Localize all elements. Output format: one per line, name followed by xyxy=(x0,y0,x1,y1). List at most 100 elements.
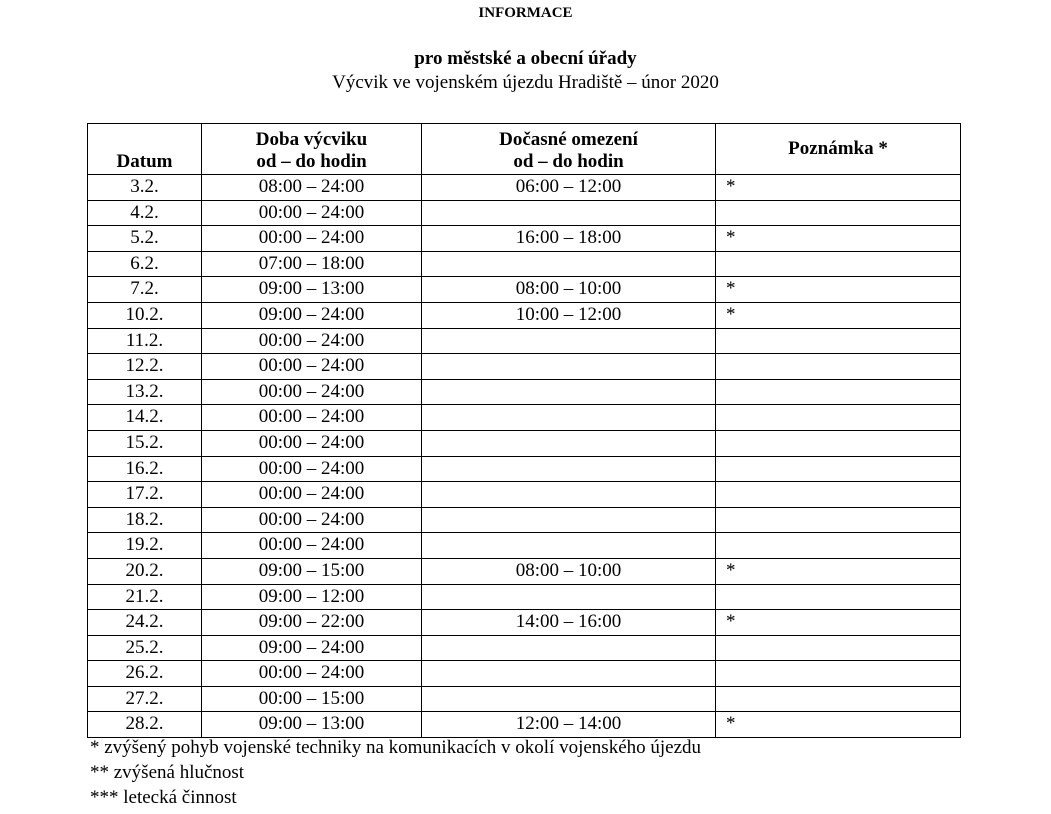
table-row: 4.2. 00:00 – 24:00 xyxy=(87,199,961,227)
table-header-row: Datum Doba výcviku od – do hodin Dočasné … xyxy=(87,123,961,175)
header-restriction-l1: Dočasné omezení xyxy=(499,129,638,150)
cell-training: 00:00 – 24:00 xyxy=(201,660,422,687)
cell-training: 09:00 – 22:00 xyxy=(201,609,422,636)
cell-training: 00:00 – 15:00 xyxy=(201,685,422,713)
document-title: INFORMACE xyxy=(478,5,573,21)
cell-training: 09:00 – 13:00 xyxy=(201,711,422,739)
cell-date: 4.2. xyxy=(87,199,202,227)
cell-note xyxy=(715,532,961,559)
cell-training: 07:00 – 18:00 xyxy=(201,250,422,278)
header-training: Doba výcviku od – do hodin xyxy=(201,123,422,175)
cell-restriction xyxy=(421,660,716,687)
cell-restriction: 14:00 – 16:00 xyxy=(421,609,716,636)
cell-note: * xyxy=(715,225,961,252)
cell-restriction xyxy=(421,583,716,611)
cell-note xyxy=(715,353,961,380)
table-row: 16.2. 00:00 – 24:00 xyxy=(87,455,961,483)
cell-training: 00:00 – 24:00 xyxy=(201,532,422,559)
table-row: 24.2. 09:00 – 22:00 14:00 – 16:00 * xyxy=(87,609,961,636)
cell-date: 21.2. xyxy=(87,583,202,611)
cell-training: 09:00 – 12:00 xyxy=(201,583,422,611)
cell-date: 12.2. xyxy=(87,353,202,380)
table-row: 28.2. 09:00 – 13:00 12:00 – 14:00 * xyxy=(87,711,961,739)
cell-note: * xyxy=(715,174,961,201)
cell-training: 09:00 – 24:00 xyxy=(201,301,422,329)
cell-note: * xyxy=(715,301,961,329)
cell-restriction: 06:00 – 12:00 xyxy=(421,174,716,201)
cell-training: 09:00 – 24:00 xyxy=(201,634,422,662)
cell-training: 00:00 – 24:00 xyxy=(201,378,422,406)
table-row: 11.2. 00:00 – 24:00 xyxy=(87,327,961,355)
cell-date: 17.2. xyxy=(87,481,202,508)
cell-note xyxy=(715,481,961,508)
cell-note xyxy=(715,506,961,534)
table-row: 19.2. 00:00 – 24:00 xyxy=(87,532,961,559)
cell-restriction xyxy=(421,506,716,534)
cell-date: 27.2. xyxy=(87,685,202,713)
cell-training: 08:00 – 24:00 xyxy=(201,174,422,201)
cell-restriction: 08:00 – 10:00 xyxy=(421,276,716,303)
cell-date: 25.2. xyxy=(87,634,202,662)
table-row: 18.2. 00:00 – 24:00 xyxy=(87,506,961,534)
cell-date: 13.2. xyxy=(87,378,202,406)
cell-date: 28.2. xyxy=(87,711,202,739)
cell-restriction xyxy=(421,378,716,406)
cell-training: 00:00 – 24:00 xyxy=(201,225,422,252)
cell-restriction xyxy=(421,327,716,355)
cell-restriction xyxy=(421,455,716,483)
cell-date: 19.2. xyxy=(87,532,202,559)
table-row: 26.2. 00:00 – 24:00 xyxy=(87,660,961,687)
cell-note xyxy=(715,199,961,227)
table-row: 5.2. 00:00 – 24:00 16:00 – 18:00 * xyxy=(87,225,961,252)
table-row: 12.2. 00:00 – 24:00 xyxy=(87,353,961,380)
cell-date: 3.2. xyxy=(87,174,202,201)
document-subtitle-2: Výcvik ve vojenském újezdu Hradiště – ún… xyxy=(332,72,719,93)
cell-note xyxy=(715,583,961,611)
cell-restriction xyxy=(421,404,716,431)
cell-training: 09:00 – 13:00 xyxy=(201,276,422,303)
header-restriction: Dočasné omezení od – do hodin xyxy=(421,123,716,175)
header-training-l1: Doba výcviku xyxy=(255,129,368,150)
cell-note xyxy=(715,429,961,457)
table-row: 14.2. 00:00 – 24:00 xyxy=(87,404,961,431)
header-note: Poznámka * xyxy=(715,123,961,175)
table-row: 15.2. 00:00 – 24:00 xyxy=(87,429,961,457)
cell-restriction xyxy=(421,429,716,457)
cell-date: 14.2. xyxy=(87,404,202,431)
cell-note xyxy=(715,455,961,483)
cell-restriction xyxy=(421,481,716,508)
footnote-1: * zvýšený pohyb vojenské techniky na kom… xyxy=(90,737,702,758)
table-row: 10.2. 09:00 – 24:00 10:00 – 12:00 * xyxy=(87,301,961,329)
document-subtitle: pro městské a obecní úřady xyxy=(414,48,637,69)
cell-date: 26.2. xyxy=(87,660,202,687)
footnote-2: ** zvýšená hlučnost xyxy=(90,762,245,783)
cell-note xyxy=(715,634,961,662)
table-row: 6.2. 07:00 – 18:00 xyxy=(87,250,961,278)
cell-note: * xyxy=(715,711,961,739)
cell-restriction: 10:00 – 12:00 xyxy=(421,301,716,329)
table-row: 3.2. 08:00 – 24:00 06:00 – 12:00 * xyxy=(87,174,961,201)
cell-note: * xyxy=(715,276,961,303)
header-training-l2: od – do hodin xyxy=(256,151,367,172)
cell-training: 09:00 – 15:00 xyxy=(201,557,422,585)
cell-date: 24.2. xyxy=(87,609,202,636)
cell-restriction: 16:00 – 18:00 xyxy=(421,225,716,252)
table-row: 20.2. 09:00 – 15:00 08:00 – 10:00 * xyxy=(87,557,961,585)
schedule-table: Datum Doba výcviku od – do hodin Dočasné … xyxy=(87,123,961,739)
cell-date: 6.2. xyxy=(87,250,202,278)
table-row: 27.2. 00:00 – 15:00 xyxy=(87,685,961,713)
table-row: 13.2. 00:00 – 24:00 xyxy=(87,378,961,406)
table-row: 7.2. 09:00 – 13:00 08:00 – 10:00 * xyxy=(87,276,961,303)
cell-training: 00:00 – 24:00 xyxy=(201,327,422,355)
cell-note xyxy=(715,327,961,355)
header-date: Datum xyxy=(87,123,202,175)
table-row: 25.2. 09:00 – 24:00 xyxy=(87,634,961,662)
cell-date: 16.2. xyxy=(87,455,202,483)
cell-training: 00:00 – 24:00 xyxy=(201,455,422,483)
cell-date: 18.2. xyxy=(87,506,202,534)
cell-date: 15.2. xyxy=(87,429,202,457)
cell-restriction xyxy=(421,250,716,278)
cell-restriction xyxy=(421,634,716,662)
cell-date: 7.2. xyxy=(87,276,202,303)
cell-note xyxy=(715,660,961,687)
